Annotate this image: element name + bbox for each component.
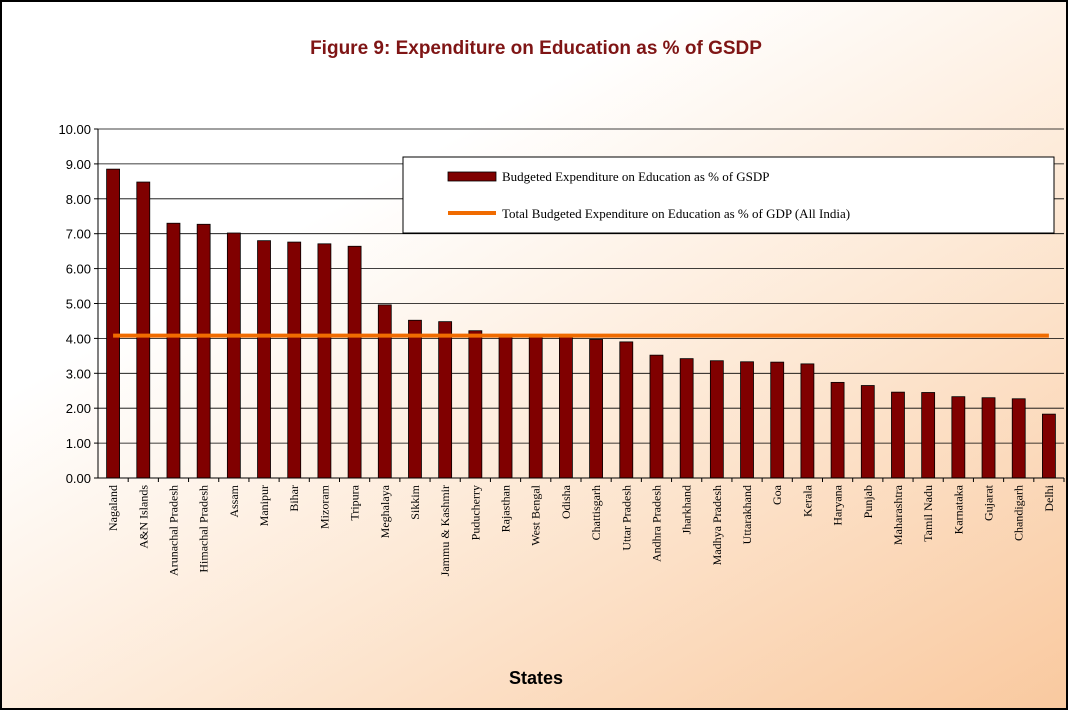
x-axis-categories: Nagaland A&N Islands Arunachal Pradesh Hima… <box>106 478 1065 576</box>
bar <box>830 381 845 479</box>
legend-swatch-bar <box>447 171 497 182</box>
category-label: Meghalaya <box>378 484 392 538</box>
bar <box>136 181 151 479</box>
category-label: Maharashtra <box>891 484 905 545</box>
bar <box>860 385 875 479</box>
category-label: Haryana <box>831 484 845 525</box>
category-label: A&N Islands <box>136 485 150 549</box>
category-label: Himachal Pradesh <box>197 485 211 573</box>
bar <box>1011 398 1026 479</box>
category-label: Tripura <box>348 484 362 520</box>
bar <box>287 241 302 479</box>
category-label: Chattisgarh <box>589 485 603 540</box>
x-axis-label: States <box>508 668 564 688</box>
category-label: Jharkhand <box>680 485 694 534</box>
y-axis-ticks: 0.00 1.00 2.00 3.00 4.00 5.00 6.00 7.00 8.00 9.00… <box>58 122 98 486</box>
bar <box>981 397 996 479</box>
bar <box>589 339 603 479</box>
category-label: Madhya Pradesh <box>710 485 724 565</box>
category-label: Mizoram <box>317 484 331 529</box>
legend-label-line: Total Budgeted Expenditure on Education … <box>502 206 850 221</box>
bar <box>528 335 543 479</box>
bar <box>770 361 785 479</box>
category-label: Punjab <box>861 485 875 518</box>
category-label: Manipur <box>257 485 271 526</box>
y-tick-label: 9.00 <box>66 157 91 172</box>
y-tick-label: 3.00 <box>66 366 91 381</box>
category-label: Goa <box>770 484 784 505</box>
bar <box>951 396 966 479</box>
bars <box>106 168 1056 479</box>
legend-box <box>402 156 1055 234</box>
category-label: Uttar Pradesh <box>619 485 633 551</box>
category-label: Rajasthan <box>499 485 513 532</box>
y-tick-label: 1.00 <box>66 436 91 451</box>
bar <box>317 243 332 479</box>
category-label: Odisha <box>559 484 573 519</box>
bar <box>740 361 754 479</box>
category-label: Jammu & Kashmir <box>438 485 452 576</box>
bar <box>257 240 271 479</box>
category-label: Arunachal Pradesh <box>166 485 180 576</box>
y-tick-label: 5.00 <box>66 297 91 312</box>
bar <box>438 321 453 479</box>
y-tick-label: 6.00 <box>66 262 91 277</box>
category-label: Gujarat <box>982 484 996 521</box>
legend-label-bar: Budgeted Expenditure on Education as % o… <box>502 169 770 184</box>
bar <box>800 363 815 479</box>
category-label: Delhi <box>1042 484 1056 511</box>
y-tick-label: 10.00 <box>58 122 91 137</box>
category-label: Nagaland <box>106 485 120 531</box>
bar <box>377 304 392 479</box>
bar <box>709 360 724 479</box>
bar <box>649 354 664 479</box>
bar <box>196 223 211 479</box>
bar <box>408 319 422 479</box>
category-label: Sikkim <box>408 484 422 519</box>
bar <box>679 358 694 479</box>
bar <box>921 392 936 479</box>
bar <box>347 245 362 479</box>
category-label: Bihar <box>287 485 301 512</box>
category-label: Uttarakhand <box>740 485 754 544</box>
category-label: Karnataka <box>951 484 965 534</box>
y-tick-label: 8.00 <box>66 192 91 207</box>
category-label: Andhra Pradesh <box>649 485 663 562</box>
legend: Budgeted Expenditure on Education as % o… <box>402 156 1055 234</box>
bar <box>468 330 483 479</box>
category-label: West Bengal <box>529 484 543 545</box>
y-tick-label: 7.00 <box>66 227 91 242</box>
chart-title: Figure 9: Expenditure on Education as % … <box>310 38 762 59</box>
category-label: Puducherry <box>468 485 482 540</box>
bar <box>891 391 905 479</box>
bar <box>166 222 181 479</box>
bar <box>1042 413 1056 479</box>
bar <box>106 168 120 479</box>
category-label: Assam <box>227 484 241 517</box>
category-label: Tamil Nadu <box>921 485 935 542</box>
bar <box>498 334 513 479</box>
bar <box>226 232 241 479</box>
category-label: Chandigarh <box>1012 485 1026 541</box>
y-tick-label: 2.00 <box>66 401 91 416</box>
category-label: Kerala <box>800 484 814 517</box>
y-tick-label: 4.00 <box>66 331 91 346</box>
y-tick-label: 0.00 <box>66 471 91 486</box>
bar <box>619 341 634 479</box>
bar <box>559 336 573 479</box>
